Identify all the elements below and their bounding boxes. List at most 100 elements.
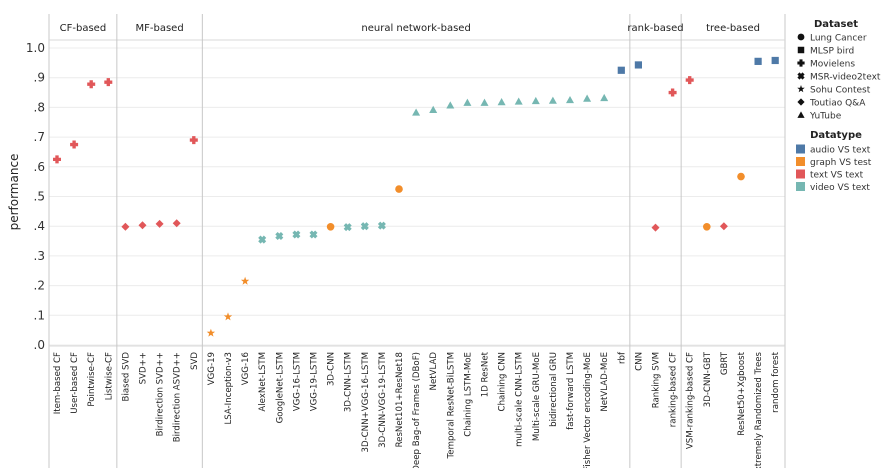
- x-tick-label: rbf: [617, 351, 627, 364]
- x-tick-label: LSA-Inception-v3: [224, 352, 234, 425]
- data-point-ranking-svm: [651, 223, 660, 232]
- x-tick-label: SVD++: [139, 352, 149, 384]
- data-point-netvlad-moe: [600, 93, 609, 102]
- legend-msr-video2text-icon: [797, 72, 805, 80]
- x-tick-label: VGG-19-LSTM: [310, 352, 320, 411]
- x-tick-label: ResNet101+ResNet18: [395, 352, 405, 447]
- data-point-3d-cnn-vgg-19-lstm: [377, 221, 386, 230]
- legend-dataset-label: YuTube: [809, 112, 842, 122]
- data-point-vgg-16: [240, 276, 250, 285]
- legend-dataset-label: Toutiao Q&A: [809, 99, 866, 109]
- x-tick-label: Item-based CF: [53, 352, 63, 414]
- data-point-vgg-16-lstm: [292, 230, 301, 239]
- legend-video-vs-text-swatch: [796, 182, 805, 191]
- data-point-chaining-cnn: [497, 98, 506, 106]
- x-tick-label: Deep Bag-of Frames (DBoF): [412, 352, 422, 468]
- y-tick-label: .6: [34, 160, 45, 174]
- legend-yutube-icon: [797, 111, 805, 118]
- x-tick-label: 3D-CNN: [327, 352, 337, 386]
- x-tick-label: Pointwise-CF: [87, 352, 97, 407]
- data-point-3d-cnn: [326, 222, 335, 231]
- x-tick-label: VGG-16: [241, 352, 251, 385]
- data-point-item-based-cf: [53, 155, 61, 164]
- data-point-vsm-ranking-based-cf: [685, 76, 694, 85]
- data-point-user-based-cf: [70, 140, 79, 149]
- legend-datatypes: audio VS text graph VS test text VS text vi…: [796, 144, 872, 193]
- data-points: [53, 56, 779, 337]
- data-point-rbf: [617, 66, 625, 74]
- data-point-chaining-lstm-moe: [463, 98, 472, 106]
- x-tick-label: GBRT: [720, 351, 730, 375]
- gridlines: [49, 47, 785, 346]
- legend-dataset-title: Dataset: [814, 19, 858, 30]
- data-point-alexnet-lstm: [258, 235, 267, 244]
- x-tick-label: 3D-CNN+VGG-16-LSTM: [361, 352, 371, 453]
- x-tick-label: VGG-19: [207, 352, 217, 385]
- y-tick-label: .1: [34, 308, 45, 322]
- legend-datatype-label: graph VS test: [810, 158, 872, 168]
- x-tick-label: NetVLAD-MoE: [600, 352, 610, 412]
- x-tick-label: Listwise-CF: [104, 352, 114, 400]
- group-header-tree-based: tree-based: [706, 23, 760, 34]
- group-header-cf-based: CF-based: [60, 23, 107, 34]
- data-point-googlenet-lstm: [275, 231, 284, 241]
- x-tick-label: CNN: [634, 352, 644, 371]
- data-point-lsa-inception-v3: [223, 312, 233, 321]
- x-tick-label: Birdirection SVD++: [156, 352, 166, 436]
- x-tick-label: User-based CF: [70, 352, 80, 414]
- x-tick-label: SVD: [190, 352, 200, 370]
- legend-lung-cancer-icon: [797, 33, 805, 41]
- x-tick-label: VGG-16-LSTM: [292, 352, 302, 411]
- data-point-gbrt: [719, 222, 728, 231]
- data-point-3d-cnn-lstm: [343, 223, 352, 232]
- data-point-3d-cnn-gbt: [703, 222, 711, 231]
- data-point-vgg-19-lstm: [309, 230, 318, 239]
- data-point-multi-scale-gru-moe: [531, 96, 540, 105]
- x-tick-label: 3D-CNN-VGG-19-LSTM: [378, 352, 388, 448]
- legend-text-vs-text-swatch: [796, 169, 805, 179]
- data-point-1d-resnet: [480, 98, 489, 106]
- y-tick-label: .2: [34, 279, 45, 293]
- legend-movielens-icon: [797, 59, 805, 67]
- group-separators: [48, 14, 786, 468]
- data-point-resnet101-resnet18: [395, 185, 403, 193]
- y-tick-label: .5: [34, 190, 45, 204]
- x-tick-label: random forest: [771, 351, 781, 412]
- x-tick-label: VSM-ranking-based CF: [686, 352, 696, 449]
- y-tick-label: .3: [34, 249, 45, 263]
- x-tick-label: Biased SVD: [121, 352, 131, 402]
- data-point-svd: [138, 221, 147, 230]
- data-point-3d-cnn-vgg-16-lstm: [360, 222, 369, 231]
- x-tick-label: Birdirection ASVD++: [173, 352, 183, 442]
- legend-dataset-label: Sohu Contest: [810, 86, 871, 96]
- y-axis-title: performance: [7, 154, 21, 231]
- legend-mlsp-bird-icon: [797, 46, 805, 54]
- data-point-random-forest: [771, 56, 779, 65]
- legend-dataset-label: Lung Cancer: [810, 34, 867, 44]
- y-tick-label: .0: [34, 338, 45, 352]
- x-tick-label: 3D-CNN-LSTM: [344, 352, 354, 412]
- data-point-birdirection-svd: [155, 219, 164, 228]
- legend: Dataset Lung Cancer MLSP bird Movielens MSR…: [796, 19, 881, 193]
- x-tick-label: bidirectional GRU: [549, 352, 559, 427]
- data-point-biased-svd: [121, 222, 130, 231]
- x-tick-label: Temporal ResNet-BiLSTM: [446, 352, 456, 460]
- data-point-fisher-vector-encoding-moe: [583, 94, 592, 102]
- legend-dataset-label: Movielens: [810, 60, 855, 70]
- legend-graph-vs-test-swatch: [796, 157, 805, 166]
- data-point-listwise-cf: [104, 78, 113, 87]
- data-point-pointwise-cf: [87, 80, 96, 89]
- data-point-ranking-based-cf: [668, 88, 677, 97]
- data-point-netvlad: [429, 105, 438, 113]
- x-axis-labels: Item-based CF User-based CF Pointwise-CF Li…: [53, 351, 781, 472]
- x-tick-label: Extremely Randomized Trees: [754, 351, 764, 468]
- x-tick-label: GoogleNet-LSTM: [275, 352, 285, 423]
- data-point-bidirectional-gru: [548, 96, 557, 104]
- x-tick-label: NetVLAD: [429, 352, 439, 391]
- legend-datatype-label: video VS text: [810, 183, 870, 193]
- x-tick-label: Fisher Vector encoding-MoE: [583, 352, 593, 468]
- x-tick-label: fast-forward LSTM: [566, 352, 576, 430]
- x-tick-label: 1D ResNet: [481, 351, 491, 397]
- data-point-fast-forward-lstm: [566, 95, 574, 104]
- x-tick-label: ranking-based CF: [669, 352, 679, 427]
